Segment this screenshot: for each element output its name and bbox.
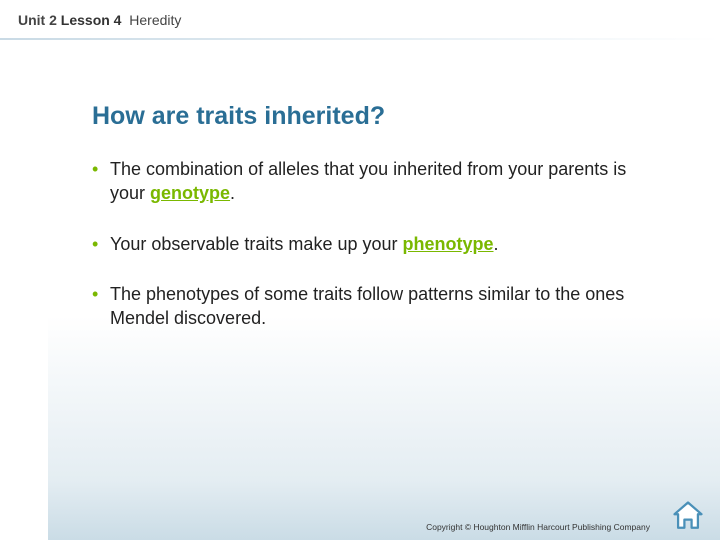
term-phenotype: phenotype — [403, 234, 494, 254]
term-genotype: genotype — [150, 183, 230, 203]
bullet-text: Your observable traits make up your — [110, 234, 403, 254]
slide-content: How are traits inherited? The combinatio… — [48, 42, 720, 540]
home-button[interactable] — [670, 498, 706, 534]
list-item: The phenotypes of some traits follow pat… — [92, 282, 660, 331]
slide-header: Unit 2 Lesson 4 Heredity — [0, 0, 720, 36]
topic-label: Heredity — [129, 12, 181, 28]
header-divider — [0, 38, 720, 40]
copyright-text: Copyright © Houghton Mifflin Harcourt Pu… — [426, 522, 650, 532]
home-icon — [670, 498, 706, 534]
unit-label: Unit 2 — [18, 12, 57, 28]
lesson-label: Lesson 4 — [61, 12, 122, 28]
bullet-list: The combination of alleles that you inhe… — [92, 157, 660, 330]
list-item: The combination of alleles that you inhe… — [92, 157, 660, 206]
slide-title: How are traits inherited? — [92, 102, 660, 131]
bullet-text-post: . — [494, 234, 499, 254]
list-item: Your observable traits make up your phen… — [92, 232, 660, 256]
bullet-text-post: . — [230, 183, 235, 203]
bullet-text: The phenotypes of some traits follow pat… — [110, 284, 624, 328]
